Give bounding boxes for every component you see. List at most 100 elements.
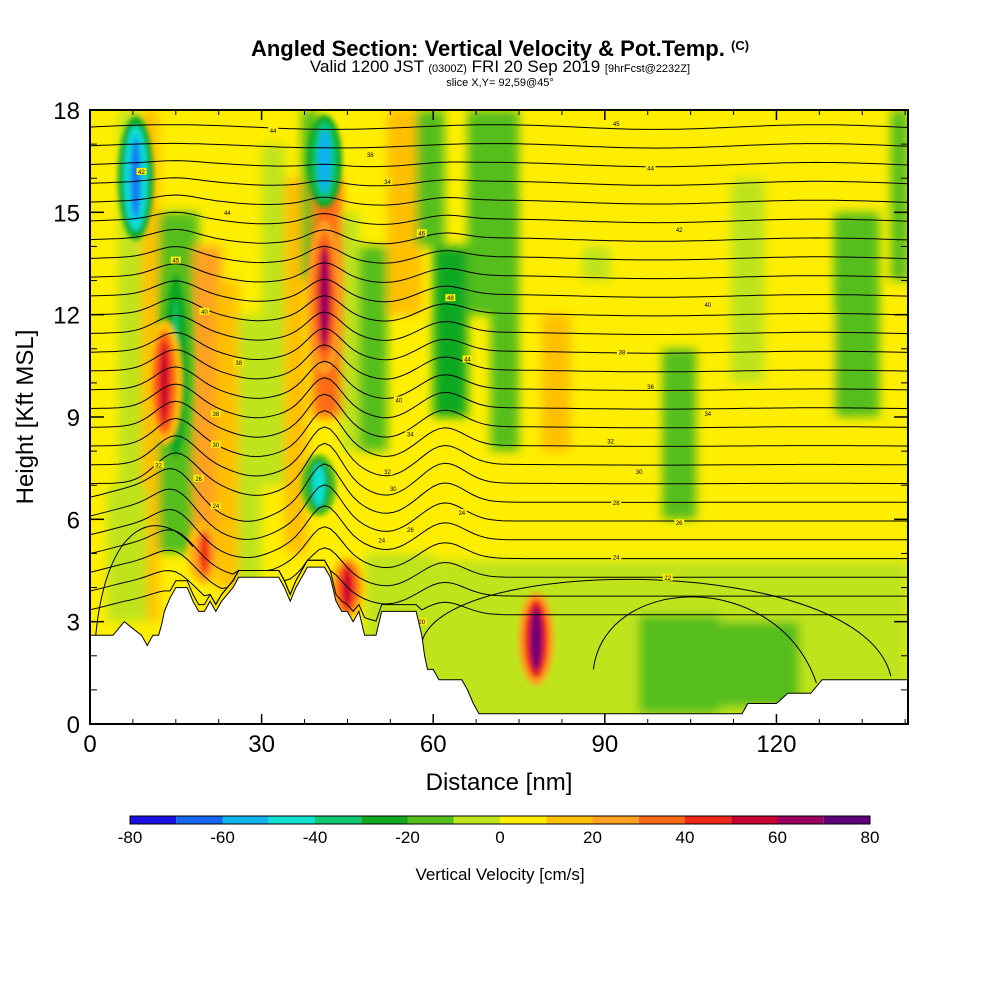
isentrope-label-bg-30: [702, 410, 713, 418]
isentrope-18: [90, 262, 908, 283]
isentrope-21: [90, 211, 908, 225]
colorbar-swatch-10: [592, 816, 639, 824]
colorbar-swatch-14: [777, 816, 824, 824]
isentrope-label-bg-23: [416, 618, 427, 626]
core-3-level-3: [315, 466, 323, 504]
colorbar-tick-3: -20: [395, 828, 420, 847]
colorbar-swatch-6: [407, 816, 454, 824]
colorbar-swatch-13: [731, 816, 778, 824]
x-tick-label-4: 120: [756, 731, 796, 758]
isentrope-label-bg-6: [170, 256, 181, 264]
field-band-27: [719, 621, 800, 707]
isentrope-label-bg-14: [210, 440, 221, 448]
colorbar-swatch-0: [130, 816, 177, 824]
isentrope-label-12: 38: [213, 412, 220, 418]
isentrope-label-bg-31: [605, 437, 616, 445]
isentrope-label-6: 45: [172, 259, 179, 265]
isentrope-label-bg-28: [616, 348, 627, 356]
isentrope-label-bg-12: [210, 410, 221, 418]
isentrope-label-30: 34: [704, 412, 711, 418]
isentrope-low-c: [95, 525, 194, 636]
isentrope-label-bg-29: [645, 382, 656, 390]
colorbar-swatch-5: [361, 816, 408, 824]
colorbar-swatch-1: [176, 816, 223, 824]
x-tick-label-1: 30: [248, 731, 275, 758]
x-tick-label-0: 0: [83, 731, 96, 758]
isentrope-label-31: 32: [607, 439, 614, 445]
isentrope-13: [90, 344, 908, 380]
isentrope-label-bg-33: [611, 498, 622, 506]
core-0-level-3: [132, 140, 140, 216]
slice-info: slice X,Y= 92,59@45°: [446, 77, 554, 89]
isentrope-25: [90, 142, 908, 149]
field-band-28: [570, 110, 663, 247]
isentrope-label-bg-25: [645, 164, 656, 172]
isentrope-label-bg-2: [365, 150, 376, 158]
x-tick-label-3: 90: [591, 731, 618, 758]
isentrope-7: [90, 442, 908, 496]
valid-date: FRI 20 Sep 2019: [471, 57, 601, 76]
isentrope-12: [90, 360, 908, 399]
isentrope-label-bg-5: [416, 229, 427, 237]
isentrope-8: [90, 426, 908, 477]
isentrope-label-bg-35: [611, 553, 622, 561]
core-6-level-3: [532, 610, 540, 667]
isentrope-label-8: 40: [201, 310, 208, 316]
colorbar-swatch-3: [268, 816, 315, 824]
colorbar-swatch-4: [315, 816, 362, 824]
field-band-10: [341, 212, 359, 452]
isentrope-label-bg-3: [382, 178, 393, 186]
valid-utc: (0300Z): [428, 63, 467, 75]
colorbar-tick-4: 0: [495, 828, 504, 847]
isentrope-label-9: 44: [464, 358, 471, 364]
isentrope-low-a: [592, 596, 817, 684]
isentrope-label-bg-8: [199, 307, 210, 315]
field-band-19: [662, 348, 697, 520]
isentrope-10: [90, 393, 908, 438]
isentrope-5: [90, 484, 908, 540]
field-band-15: [467, 110, 491, 315]
isentrope-label-24: 45: [613, 122, 620, 128]
isentrope-label-bg-27: [702, 300, 713, 308]
isentrope-label-bg-17: [382, 468, 393, 476]
isentrope-label-25: 44: [647, 166, 654, 172]
field-band-22: [890, 110, 908, 281]
x-tick-label-2: 60: [420, 731, 447, 758]
isentrope-label-bg-4: [222, 208, 233, 216]
isentrope-label-bg-11: [393, 396, 404, 404]
colorbar-swatch-12: [685, 816, 732, 824]
isentrope-16: [90, 295, 908, 322]
isentrope-label-bg-9: [462, 355, 473, 363]
isentrope-24: [90, 160, 908, 168]
field-band-17: [541, 314, 571, 452]
isentrope-label-bg-15: [153, 461, 164, 469]
chart-subtitle: Valid 1200 JST (0300Z) FRI 20 Sep 2019 […: [0, 58, 1000, 78]
isentrope-19: [90, 245, 908, 264]
isentrope-2: [90, 547, 908, 590]
field-band-6: [261, 144, 285, 486]
isentrope-label-bg-7: [445, 294, 456, 302]
field-band-23: [107, 485, 148, 622]
isentrope-label-bg-0: [268, 126, 279, 134]
colorbar-tick-6: 40: [676, 828, 695, 847]
isentrope-label-29: 36: [647, 385, 654, 391]
core-5-level-3: [321, 250, 328, 345]
isentrope-label-bg-22: [376, 536, 387, 544]
isentrope-20: [90, 228, 908, 245]
isentrope-6: [90, 463, 908, 522]
colorbar-swatch-8: [500, 816, 547, 824]
isentrope-label-17: 32: [384, 470, 391, 476]
isentrope-label-20: 24: [458, 511, 465, 517]
core-2-level-3: [321, 133, 328, 190]
isentrope-9: [90, 409, 908, 458]
isentrope-label-bg-16: [193, 474, 204, 482]
colorbar-tick-0: -80: [118, 828, 143, 847]
isentrope-label-28: 38: [619, 351, 626, 357]
isentrope-label-34: 26: [676, 521, 683, 527]
isentrope-label-10: 38: [235, 361, 242, 367]
terrain: [90, 566, 908, 724]
isentrope-label-21: 26: [407, 528, 414, 534]
colorbar-tick-5: 20: [583, 828, 602, 847]
y-tick-label-5: 15: [53, 200, 80, 227]
y-tick-label-4: 12: [53, 303, 80, 330]
